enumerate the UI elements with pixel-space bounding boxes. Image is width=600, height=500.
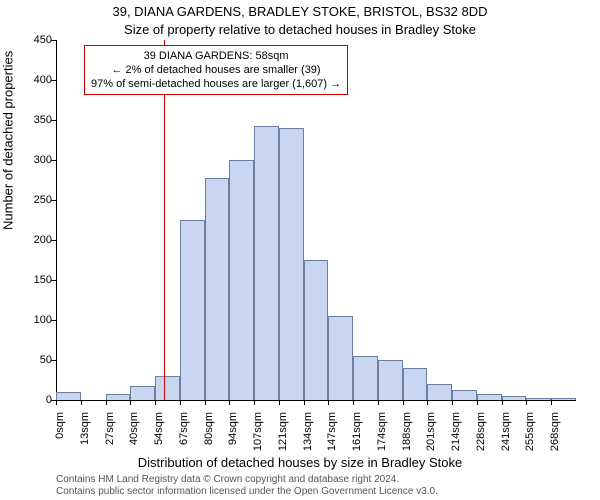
- x-tick-mark: [328, 400, 329, 405]
- histogram-bar: [452, 390, 477, 400]
- histogram-bar: [427, 384, 452, 400]
- x-tick-label: 27sqm: [104, 412, 116, 445]
- x-tick-label: 80sqm: [203, 412, 215, 445]
- x-tick-mark: [403, 400, 404, 405]
- y-tick-label: 450: [22, 34, 52, 46]
- x-tick-label: 67sqm: [178, 412, 190, 445]
- histogram-bar: [378, 360, 403, 400]
- x-tick-mark: [452, 400, 453, 405]
- y-axis-line: [56, 40, 57, 400]
- histogram-bar: [502, 396, 527, 400]
- y-tick-label: 200: [22, 234, 52, 246]
- x-tick-mark: [81, 400, 82, 405]
- x-tick-mark: [205, 400, 206, 405]
- x-tick-mark: [551, 400, 552, 405]
- x-tick-mark: [56, 400, 57, 405]
- x-tick-label: 54sqm: [153, 412, 165, 445]
- y-tick-label: 50: [22, 354, 52, 366]
- histogram-bar: [106, 394, 131, 400]
- x-tick-mark: [378, 400, 379, 405]
- y-tick-label: 0: [22, 394, 52, 406]
- x-tick-mark: [155, 400, 156, 405]
- y-tick-label: 400: [22, 74, 52, 86]
- credits: Contains HM Land Registry data © Crown c…: [56, 474, 438, 498]
- chart-root: 39, DIANA GARDENS, BRADLEY STOKE, BRISTO…: [0, 0, 600, 500]
- title-sub: Size of property relative to detached ho…: [0, 22, 600, 37]
- y-axis-label: Number of detached properties: [1, 51, 16, 230]
- x-tick-mark: [477, 400, 478, 405]
- histogram-bar: [551, 398, 576, 400]
- x-tick-mark: [427, 400, 428, 405]
- histogram-bar: [279, 128, 304, 400]
- x-tick-label: 241sqm: [500, 412, 512, 451]
- legend-line-3: 97% of semi-detached houses are larger (…: [91, 77, 341, 91]
- histogram-bar: [180, 220, 205, 400]
- histogram-bar: [477, 394, 502, 400]
- histogram-bar: [403, 368, 428, 400]
- y-tick-label: 350: [22, 114, 52, 126]
- histogram-bar: [155, 376, 180, 400]
- x-tick-label: 201sqm: [425, 412, 437, 451]
- x-tick-label: 0sqm: [54, 412, 66, 439]
- x-tick-label: 268sqm: [549, 412, 561, 451]
- histogram-bar: [353, 356, 378, 400]
- histogram-bar: [254, 126, 279, 400]
- x-tick-label: 174sqm: [376, 412, 388, 451]
- histogram-bar: [328, 316, 353, 400]
- x-tick-label: 107sqm: [252, 412, 264, 451]
- legend-line-2: ← 2% of detached houses are smaller (39): [91, 63, 341, 77]
- x-tick-label: 255sqm: [524, 412, 536, 451]
- x-tick-label: 13sqm: [79, 412, 91, 445]
- histogram-bar: [526, 398, 551, 400]
- credits-line-1: Contains HM Land Registry data © Crown c…: [56, 474, 438, 486]
- histogram-bar: [205, 178, 230, 400]
- y-tick-label: 150: [22, 274, 52, 286]
- y-tick-label: 300: [22, 154, 52, 166]
- x-tick-mark: [106, 400, 107, 405]
- x-tick-label: 188sqm: [401, 412, 413, 451]
- x-tick-label: 121sqm: [277, 412, 289, 451]
- legend-line-1: 39 DIANA GARDENS: 58sqm: [91, 49, 341, 63]
- x-tick-label: 228sqm: [475, 412, 487, 451]
- credits-line-2: Contains public sector information licen…: [56, 486, 438, 498]
- x-axis-line: [56, 400, 576, 401]
- histogram-bar: [130, 386, 155, 400]
- x-tick-label: 134sqm: [302, 412, 314, 451]
- x-tick-mark: [254, 400, 255, 405]
- x-tick-mark: [526, 400, 527, 405]
- x-tick-mark: [130, 400, 131, 405]
- histogram-bar: [229, 160, 254, 400]
- histogram-bar: [56, 392, 81, 400]
- x-tick-label: 94sqm: [227, 412, 239, 445]
- x-tick-mark: [502, 400, 503, 405]
- x-tick-mark: [304, 400, 305, 405]
- x-tick-label: 214sqm: [450, 412, 462, 451]
- y-tick-label: 100: [22, 314, 52, 326]
- x-axis-label: Distribution of detached houses by size …: [0, 455, 600, 470]
- x-tick-mark: [180, 400, 181, 405]
- x-tick-label: 147sqm: [326, 412, 338, 451]
- legend-box: 39 DIANA GARDENS: 58sqm ← 2% of detached…: [84, 45, 348, 95]
- x-tick-label: 161sqm: [351, 412, 363, 451]
- y-tick-label: 250: [22, 194, 52, 206]
- x-tick-mark: [353, 400, 354, 405]
- histogram-bar: [304, 260, 329, 400]
- x-tick-mark: [229, 400, 230, 405]
- title-main: 39, DIANA GARDENS, BRADLEY STOKE, BRISTO…: [0, 4, 600, 19]
- x-tick-mark: [279, 400, 280, 405]
- x-tick-label: 40sqm: [128, 412, 140, 445]
